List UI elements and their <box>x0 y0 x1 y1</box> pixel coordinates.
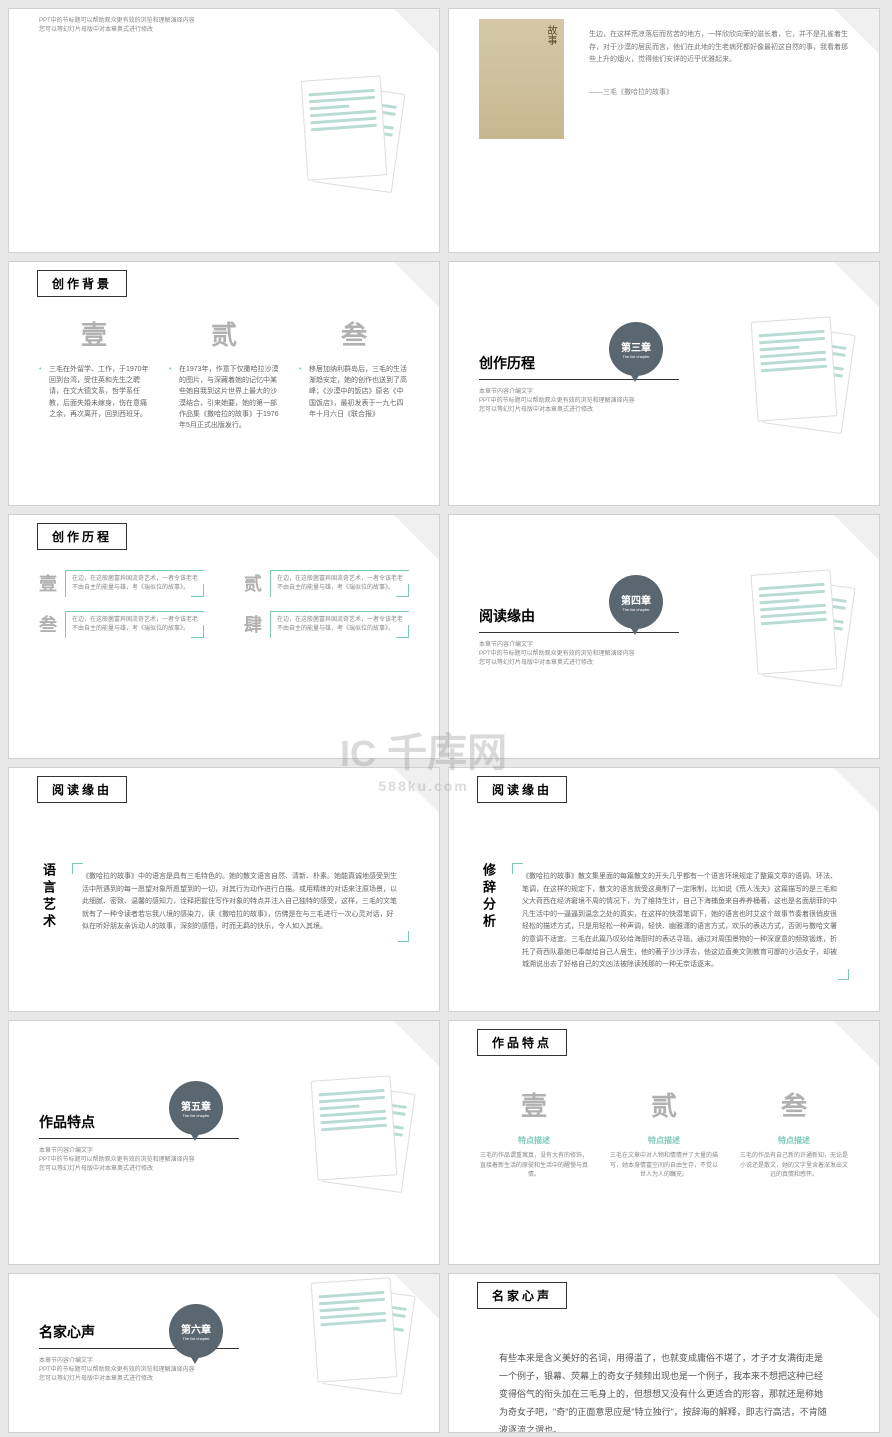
book-cover: 故事 <box>479 19 564 139</box>
slide-features: 作品特点 壹 特点描述 三毛的作品谓重寓真，没有大有的修饰，直接着新生活的原驶和… <box>448 1020 880 1265</box>
slide-quote: 故事 生边，在这样荒凉落后而贫苦的地方，一样欣欣向荣的滋长着，它，并不是孔雀着生… <box>448 8 880 253</box>
bg-text3: 移居加纳利群岛后，三毛的生活渐趋安定，她的创作也送到了高峰；《沙漠中的饭店》原名… <box>299 364 409 420</box>
bubble-ch5: 第五章 The list chapter <box>169 1081 223 1135</box>
vtitle2: 修辞分析 <box>479 863 498 980</box>
title-read2: 阅读缘由 <box>477 776 567 803</box>
title-expert: 名家心声 <box>477 1282 567 1309</box>
slide-top-left: PPT中的节标题可以帮助观众更有效的浏览和理解演绎内容 您可以等幻灯片母版中对本… <box>8 8 440 253</box>
slide1-desc1: PPT中的节标题可以帮助观众更有效的浏览和理解演绎内容 <box>39 17 409 26</box>
slide-read2: 阅读缘由 修辞分析 《撒哈拉的故事》散文集里面的每篇散文的开头几乎都有一个语言环… <box>448 767 880 1012</box>
bubble-ch3: 第三章 The list chapter <box>609 322 663 376</box>
num3: 叁 <box>299 315 409 352</box>
read-text1: 《撒哈拉的故事》中的语言是具有三毛特色的。她的散文语言自然、清新、朴素。她能真诚… <box>72 863 409 942</box>
slide-chapter5: 作品特点 本章节内容介编文字 PPT中的节标题可以帮助观众更有效的浏览和理解演绎… <box>8 1020 440 1265</box>
slide-process: 创作历程 壹 在边，在这般菌富异国流奇艺术，一者令该老老不由自主的能量与雄，考《… <box>8 514 440 759</box>
bg-text1: 三毛在外留学、工作，于1970年回到台湾，受住英和先生之聘请，在文大德文系，哲学… <box>39 364 149 420</box>
slide-chapter6: 名家心声 本章节内容介编文字 PPT中的节标题可以帮助观众更有效的浏览和理解演绎… <box>8 1273 440 1433</box>
vtitle1: 语言艺术 <box>39 863 58 942</box>
slide-chapter4: 阅读缘由 本章节内容介编文字 PPT中的节标题可以帮助观众更有效的浏览和理解演绎… <box>448 514 880 759</box>
bubble-ch4: 第四章 The list chapter <box>609 575 663 629</box>
read-text2: 《撒哈拉的故事》散文集里面的每篇散文的开头几乎都有一个语言环境规定了整篇文章的语… <box>512 863 849 980</box>
bubble-ch6: 第六章 The list chapter <box>169 1304 223 1358</box>
title-process: 创作历程 <box>37 523 127 550</box>
title-read1: 阅读缘由 <box>37 776 127 803</box>
num2: 贰 <box>169 315 279 352</box>
num1: 壹 <box>39 315 149 352</box>
expert-text: 有些本来是含义美好的名词，用得滥了，也就变成庸俗不堪了，才子才女满街走是一个例子… <box>449 1309 879 1433</box>
title-features: 作品特点 <box>477 1029 567 1056</box>
slide1-desc2: 您可以等幻灯片母版中对本章奥式进行修改 <box>39 26 409 35</box>
bg-text2: 在1973年，作意下仅撒哈拉沙漠的图片，与深藏着她的记忆中某些她自我到这片世界上… <box>169 364 279 431</box>
title-bg: 创作背景 <box>37 270 127 297</box>
slide-chapter3: 创作历程 本章节内容介编文字 PPT中的节标题可以帮助观众更有效的浏览和理解演绎… <box>448 261 880 506</box>
slide-read1: 阅读缘由 语言艺术 《撒哈拉的故事》中的语言是具有三毛特色的。她的散文语言自然、… <box>8 767 440 1012</box>
slide-background: 创作背景 壹 三毛在外留学、工作，于1970年回到台湾，受住英和先生之聘请，在文… <box>8 261 440 506</box>
slide-expert: 名家心声 有些本来是含义美好的名词，用得滥了，也就变成庸俗不堪了，才子才女满街走… <box>448 1273 880 1433</box>
